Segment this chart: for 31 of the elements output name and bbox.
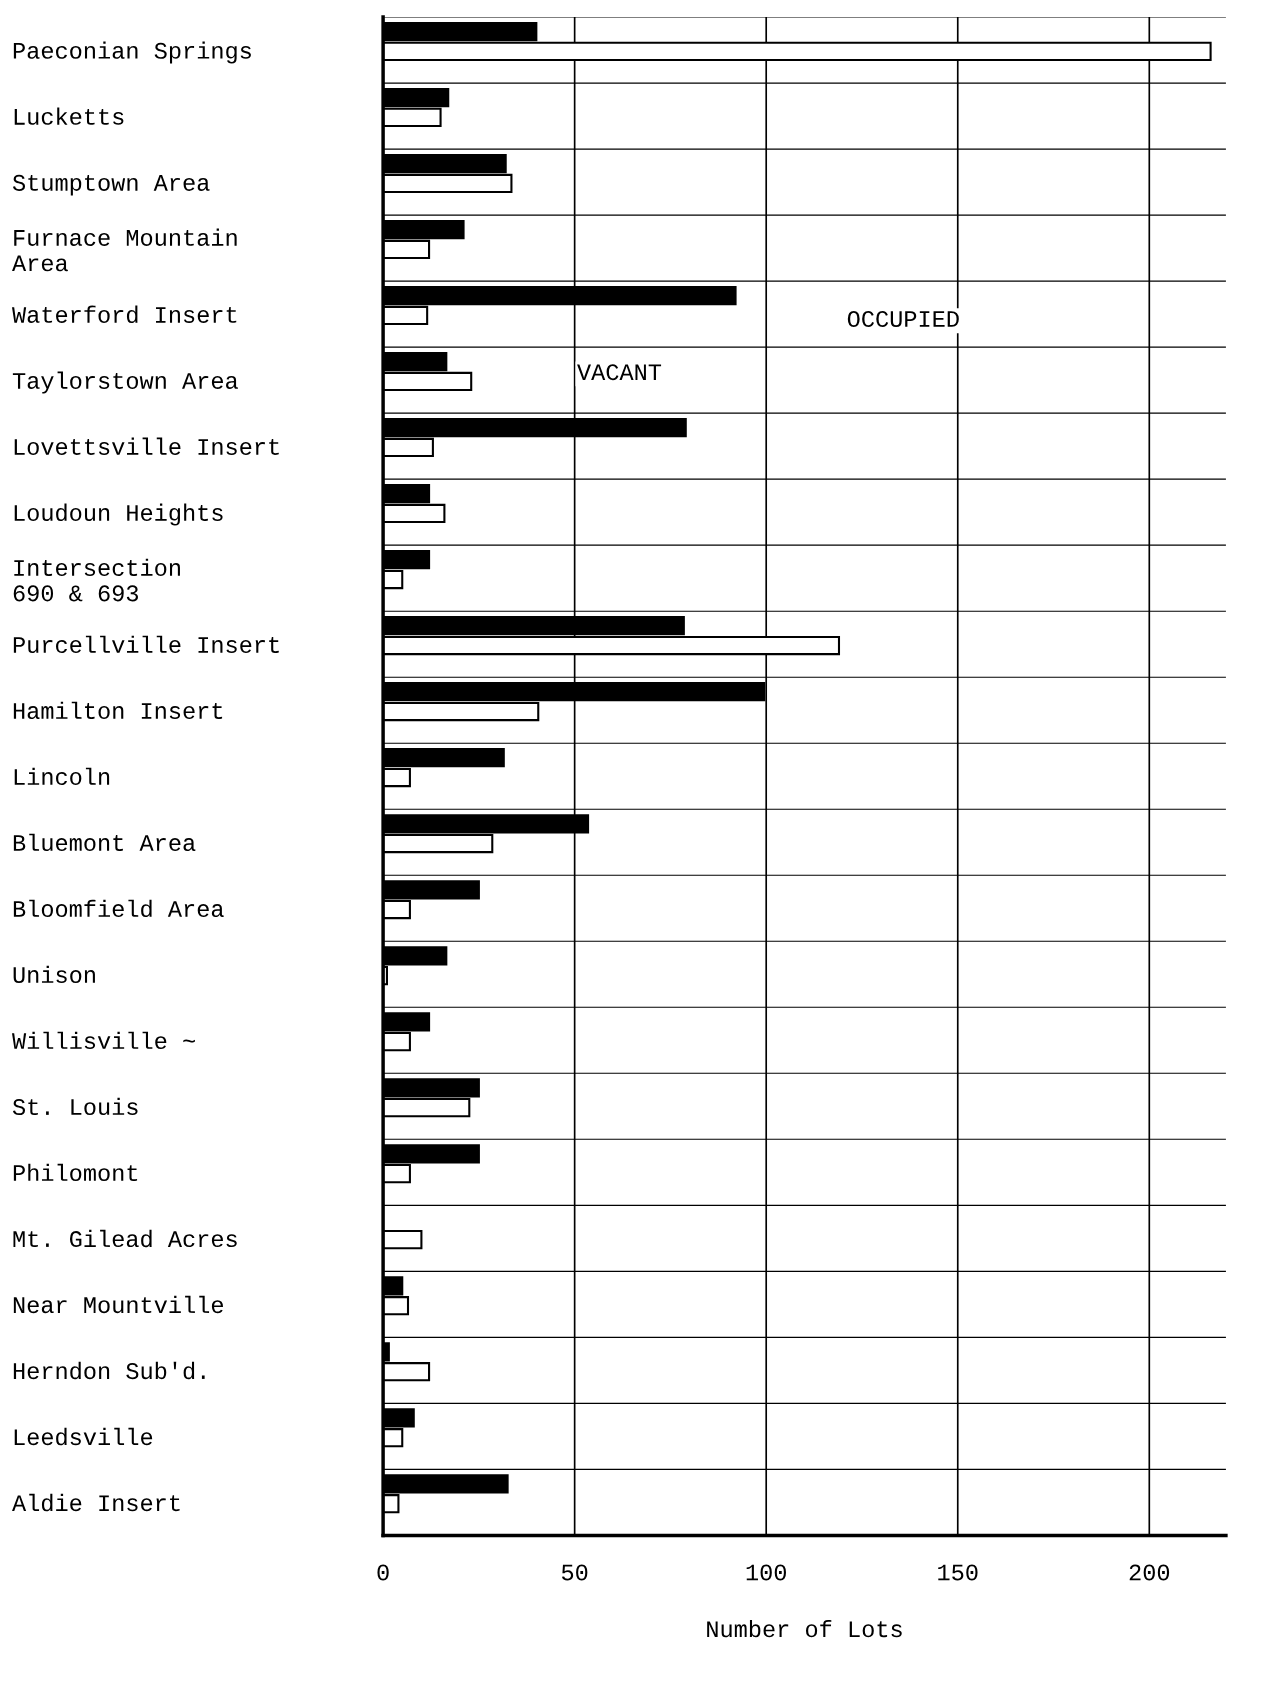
x-axis-title: Number of Lots <box>707 1619 902 1638</box>
y-tick-label: Intersection 690 & 693 <box>13 558 180 602</box>
y-tick-label: Lovettsville Insert <box>14 437 279 455</box>
y-tick-label: Mt. Gilead Acres <box>13 1229 237 1248</box>
y-tick-label: Furnace Mountain Area <box>12 228 237 272</box>
y-tick-label: Leedsville <box>14 1427 153 1446</box>
y-tick-label: Lucketts <box>14 107 124 125</box>
y-tick-label: Lincoln <box>14 767 110 786</box>
x-tick-label: 100 <box>746 1564 786 1581</box>
y-tick-label: Hamilton Insert <box>13 701 223 719</box>
x-tick-label: 50 <box>561 1564 588 1581</box>
y-tick-label: St. Louis <box>12 1097 138 1116</box>
y-tick-label: Purcellville Insert <box>13 635 279 653</box>
y-tick-label: Willisville ~ <box>12 1031 195 1050</box>
y-tick-label: Bloomfield Area <box>13 899 224 918</box>
y-tick-label: Waterford Insert <box>12 305 237 323</box>
y-tick-label: Paeconian Springs <box>13 41 251 64</box>
y-tick-label: Bluemont Area <box>13 833 196 852</box>
y-tick-label: Near Mountville <box>13 1295 223 1314</box>
y-tick-label: Taylorstown Area <box>12 371 238 394</box>
x-tick-label: 150 <box>938 1564 978 1581</box>
x-tick-label: 200 <box>1129 1564 1170 1581</box>
y-tick-label: Herndon Sub'd. <box>13 1361 205 1380</box>
y-tick-label: Loudoun Heights <box>14 503 223 526</box>
y-tick-label: Philomont <box>13 1163 138 1182</box>
annotation: OCCUPIED <box>847 311 959 328</box>
x-tick-label: 0 <box>377 1564 389 1581</box>
annotation: VACANT <box>577 364 662 381</box>
y-tick-label: Unison <box>13 965 95 984</box>
y-tick-label: Aldie Insert <box>12 1493 180 1512</box>
y-tick-label: Stumptown Area <box>12 174 210 196</box>
